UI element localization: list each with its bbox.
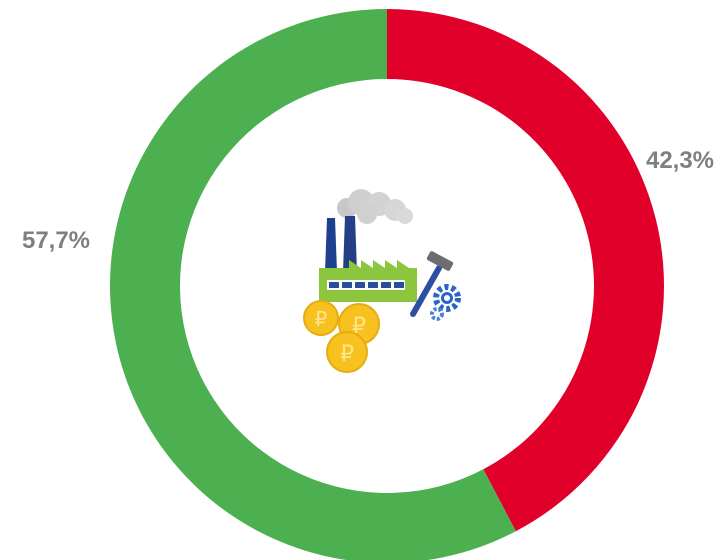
smoke-cloud-icon xyxy=(337,189,413,224)
slice-labels: 42,3% 57,7% xyxy=(22,147,714,254)
chimney-icon xyxy=(325,216,357,272)
svg-text:₽: ₽ xyxy=(315,307,328,331)
gear-icon xyxy=(430,284,461,321)
svg-text:₽: ₽ xyxy=(340,342,354,367)
slice-label-1: 57,7% xyxy=(22,227,90,254)
donut-slices xyxy=(110,9,665,560)
factory-icon: ₽ ₽ ₽ xyxy=(303,189,461,373)
svg-text:₽: ₽ xyxy=(352,314,366,339)
donut-slice-1 xyxy=(110,9,516,560)
hammer-icon xyxy=(410,251,454,317)
donut-slice-0 xyxy=(387,9,665,532)
factory-building-icon xyxy=(319,260,417,302)
slice-label-0: 42,3% xyxy=(646,147,714,174)
coin-icon: ₽ ₽ ₽ xyxy=(303,300,380,373)
